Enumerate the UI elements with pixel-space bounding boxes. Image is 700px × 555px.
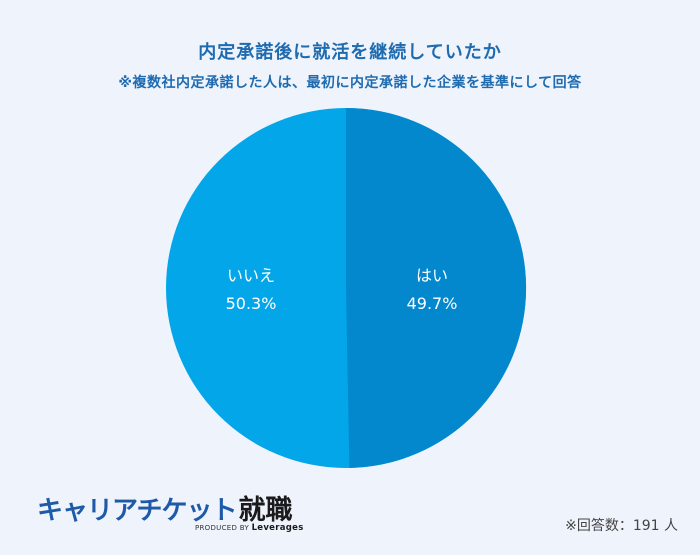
chart-title: 内定承諾後に就活を継続していたか bbox=[198, 42, 502, 63]
brand-logo: キャリアチケット就職 bbox=[37, 488, 292, 527]
chart-subtitle: ※複数社内定承諾した人は、最初に内定承諾した企業を基準にして回答 bbox=[118, 75, 582, 91]
logo-produced-by: PRODUCED BY Leverages bbox=[195, 523, 304, 533]
slice-label-no-value: 50.3% bbox=[225, 294, 277, 313]
slice-label-yes-value: 49.7% bbox=[406, 294, 458, 313]
logo-sub-text: 就職 bbox=[238, 495, 293, 526]
produced-by-label: PRODUCED BY bbox=[195, 524, 250, 532]
slice-label-yes-name: はい bbox=[415, 266, 448, 285]
slice-label-no-name: いいえ bbox=[226, 266, 275, 285]
leverages-brand: Leverages bbox=[251, 523, 304, 533]
slice-label-yes: はい 49.7% bbox=[382, 262, 482, 318]
slice-label-no: いいえ 50.3% bbox=[201, 262, 301, 318]
logo-main-text: キャリアチケット bbox=[37, 496, 237, 526]
respondent-count: ※回答数：191 人 bbox=[565, 518, 678, 534]
pie-slice-yes bbox=[346, 107, 527, 468]
